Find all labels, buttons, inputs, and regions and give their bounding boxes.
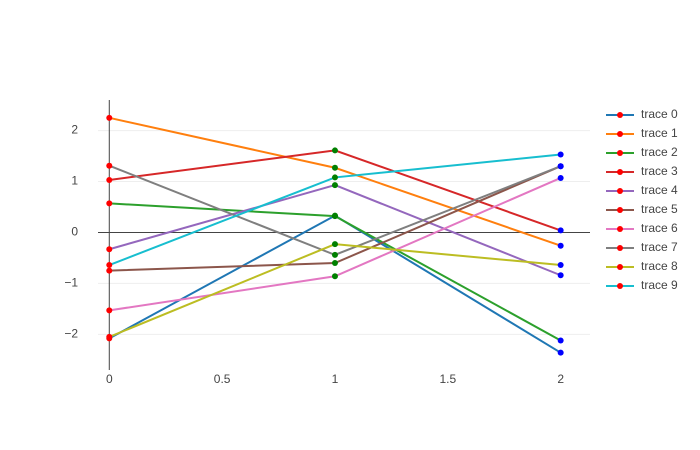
- marker: [106, 307, 113, 314]
- marker: [106, 262, 113, 269]
- legend-label: trace 4: [641, 183, 678, 197]
- legend-marker: [617, 207, 623, 213]
- marker: [331, 174, 338, 181]
- legend-label: trace 9: [641, 278, 678, 292]
- marker: [331, 260, 338, 267]
- legend-marker: [617, 150, 623, 156]
- x-tick-label: 0.5: [214, 372, 231, 386]
- marker: [106, 200, 113, 207]
- legend-item[interactable]: trace 4: [606, 183, 678, 197]
- legend-item[interactable]: trace 7: [606, 240, 678, 254]
- marker: [106, 267, 113, 274]
- legend-marker: [617, 283, 623, 289]
- legend-item[interactable]: trace 3: [606, 164, 678, 178]
- x-tick-label: 1: [332, 372, 339, 386]
- legend-marker: [617, 188, 623, 194]
- marker: [557, 151, 564, 158]
- legend-item[interactable]: trace 1: [606, 126, 678, 140]
- marker: [557, 349, 564, 356]
- marker: [331, 213, 338, 220]
- marker: [106, 333, 113, 340]
- legend-marker: [617, 226, 623, 232]
- marker: [331, 182, 338, 189]
- legend-item[interactable]: trace 0: [606, 107, 678, 121]
- legend-item[interactable]: trace 5: [606, 202, 678, 216]
- series-line: [108, 243, 561, 338]
- legend-item[interactable]: trace 9: [606, 278, 678, 292]
- marker: [331, 164, 338, 171]
- legend-marker: [617, 245, 623, 251]
- legend-label: trace 3: [641, 164, 678, 178]
- x-tick-label: 2: [557, 372, 564, 386]
- marker: [106, 162, 113, 169]
- marker: [557, 242, 564, 249]
- marker: [106, 176, 113, 183]
- legend-marker: [617, 169, 623, 175]
- marker: [331, 273, 338, 280]
- legend-label: trace 6: [641, 221, 678, 235]
- y-tick-label: 2: [71, 123, 78, 137]
- marker: [557, 337, 564, 344]
- x-tick-label: 0: [106, 372, 113, 386]
- legend-item[interactable]: trace 6: [606, 221, 678, 235]
- series-line: [108, 214, 562, 354]
- legend-label: trace 8: [641, 259, 678, 273]
- y-tick-label: −2: [64, 327, 78, 341]
- marker: [331, 147, 338, 154]
- legend-item[interactable]: trace 8: [606, 259, 678, 273]
- marker: [557, 227, 564, 234]
- marker: [557, 163, 564, 170]
- legend-marker: [617, 131, 623, 137]
- y-tick-label: 1: [71, 174, 78, 188]
- legend-label: trace 7: [641, 240, 678, 254]
- x-tick-label: 1.5: [439, 372, 456, 386]
- marker: [557, 272, 564, 279]
- marker: [331, 251, 338, 258]
- marker: [106, 114, 113, 121]
- legend-label: trace 0: [641, 107, 678, 121]
- marker: [331, 241, 338, 248]
- legend-marker: [617, 264, 623, 270]
- y-tick-label: −1: [64, 276, 78, 290]
- marker: [557, 262, 564, 269]
- legend-label: trace 2: [641, 145, 678, 159]
- series-line: [109, 202, 562, 342]
- legend-label: trace 1: [641, 126, 678, 140]
- legend-label: trace 5: [641, 202, 678, 216]
- y-tick-label: 0: [71, 225, 78, 239]
- legend-item[interactable]: trace 2: [606, 145, 678, 159]
- marker: [106, 246, 113, 253]
- marker: [557, 174, 564, 181]
- legend-marker: [617, 112, 623, 118]
